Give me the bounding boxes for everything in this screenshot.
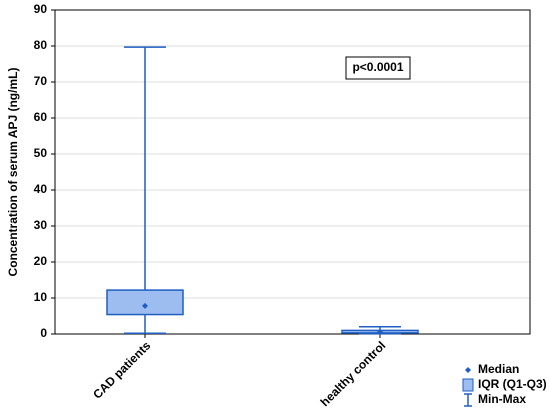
annotation-box: [345, 56, 411, 80]
plot-frame: [54, 9, 531, 335]
y-tick-label: 60: [34, 110, 48, 124]
legend-median-symbol: [465, 367, 471, 373]
y-tick-label: 20: [34, 254, 48, 268]
median-marker: [142, 302, 148, 309]
y-axis-label: Concentration of serum APJ (ng/mL): [6, 68, 20, 277]
legend-iqr-symbol: [462, 378, 474, 392]
y-tick-label: 40: [34, 182, 48, 196]
legend-label: Min-Max: [478, 392, 526, 406]
annotation: p<0.0001: [352, 60, 403, 74]
median-marker: [377, 328, 383, 335]
legend-label: Median: [478, 362, 519, 376]
x-tick-label: healthy control: [318, 338, 389, 409]
y-tick-label: 70: [34, 74, 48, 88]
y-tick-label: 30: [34, 218, 48, 232]
legend-label: IQR (Q1-Q3): [478, 377, 547, 391]
iqr-box: [106, 289, 184, 316]
y-tick-label: 10: [34, 290, 48, 304]
y-tick-label: 0: [40, 326, 47, 340]
y-tick-label: 50: [34, 146, 48, 160]
y-tick-label: 90: [34, 2, 48, 16]
x-tick-label: CAD patients: [90, 338, 153, 401]
y-tick-label: 80: [34, 38, 48, 52]
